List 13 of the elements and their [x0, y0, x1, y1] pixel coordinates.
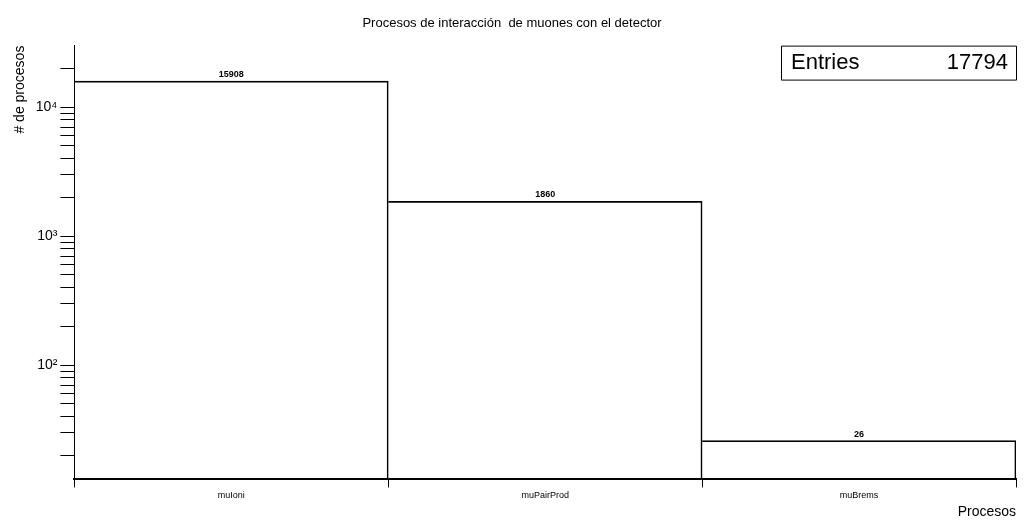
- data-label: 26: [854, 428, 865, 439]
- y-tick-label: 10³: [37, 226, 58, 243]
- x-tick-label: muIoni: [217, 490, 245, 501]
- y-tick-label: 10⁴: [35, 98, 58, 114]
- data-label: 15908: [218, 69, 244, 80]
- text: Entries 17794: [791, 48, 1008, 74]
- y-axis-title: # de procesos: [11, 45, 28, 134]
- data-label: 1860: [535, 189, 556, 200]
- chart-title: Procesos de interacción de muones con el detector: [362, 15, 663, 31]
- y-tick-label: 10²: [37, 355, 58, 372]
- x-tick-label: muBrems: [839, 490, 879, 501]
- x-axis-title: Procesos: [957, 503, 1016, 520]
- x-tick-label: muPairProd: [521, 490, 569, 501]
